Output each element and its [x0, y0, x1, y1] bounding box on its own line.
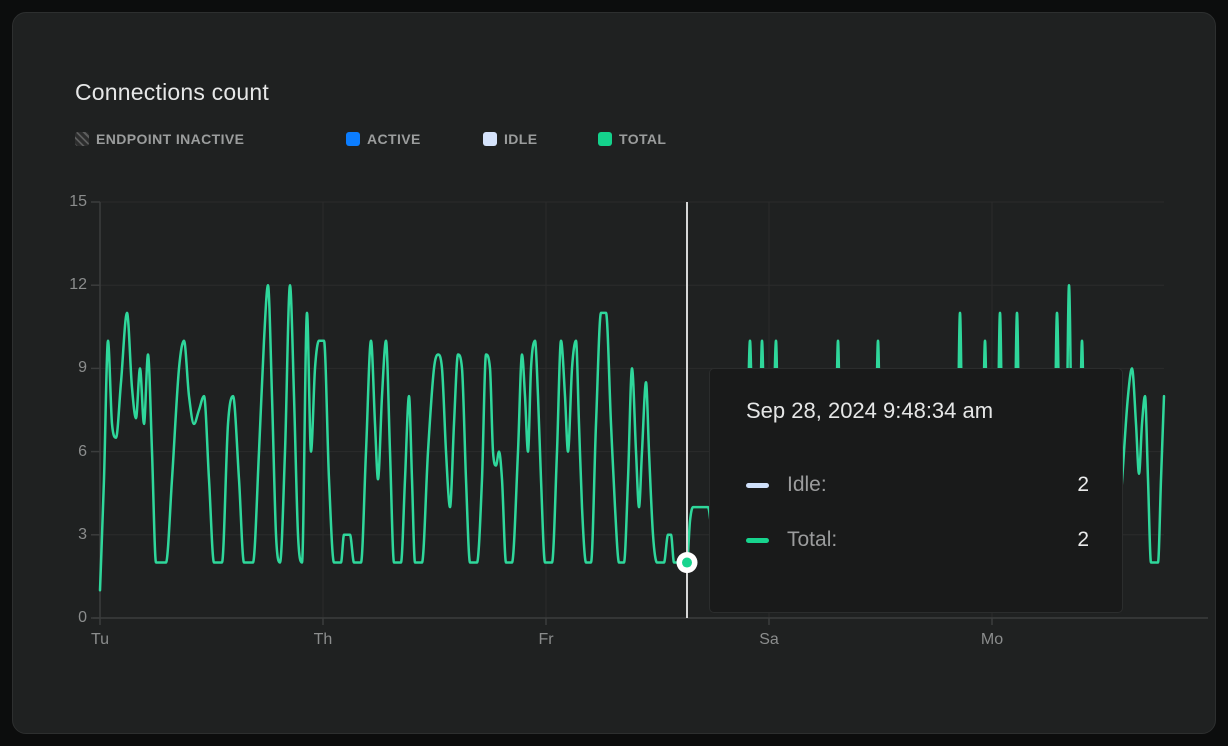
legend-label: ACTIVE	[367, 131, 421, 147]
legend-item-active[interactable]: ACTIVE	[346, 131, 421, 147]
x-axis-label: Tu	[90, 631, 110, 648]
y-axis-label: 0	[78, 609, 87, 626]
legend-item-total[interactable]: TOTAL	[598, 131, 666, 147]
x-axis-label: Fr	[538, 631, 554, 648]
tooltip-row-idle: Idle: 2	[746, 471, 1089, 499]
y-axis-label: 15	[69, 193, 87, 210]
tooltip-timestamp: Sep 28, 2024 9:48:34 am	[746, 398, 994, 423]
chart-legend: ENDPOINT INACTIVE ACTIVE IDLE TOTAL	[13, 131, 1215, 151]
legend-item-idle[interactable]: IDLE	[483, 131, 538, 147]
idle-swatch-icon	[483, 132, 497, 146]
active-swatch-icon	[346, 132, 360, 146]
legend-label: IDLE	[504, 131, 538, 147]
x-axis-label: Sa	[759, 631, 779, 648]
x-axis-label: Mo	[980, 631, 1004, 648]
tooltip-row-value: 2	[1077, 528, 1089, 551]
y-axis-label: 3	[78, 525, 87, 543]
total-swatch-icon	[598, 132, 612, 146]
total-series-dash-icon	[746, 537, 769, 543]
y-axis-label: 9	[78, 359, 87, 377]
legend-item-endpoint-inactive[interactable]: ENDPOINT INACTIVE	[75, 131, 244, 147]
y-axis-label: 12	[69, 276, 87, 294]
active-point-marker	[682, 557, 692, 568]
idle-series-dash-icon	[746, 482, 769, 488]
tooltip-rows: Idle: 2 Total: 2	[746, 471, 1089, 554]
x-axis-label: Th	[313, 631, 333, 648]
legend-label: ENDPOINT INACTIVE	[96, 131, 245, 147]
endpoint-inactive-swatch-icon	[75, 132, 89, 146]
y-axis-label: 6	[78, 442, 87, 460]
tooltip-row-label: Total:	[787, 528, 838, 551]
tooltip-row-total: Total: 2	[746, 526, 1089, 554]
tooltip-row-value: 2	[1077, 473, 1089, 496]
chart-tooltip: Sep 28, 2024 9:48:34 am Idle: 2 Total: 2	[709, 368, 1123, 613]
legend-label: TOTAL	[619, 131, 667, 147]
tooltip-row-label: Idle:	[787, 473, 827, 496]
chart-title: Connections count	[75, 79, 269, 105]
